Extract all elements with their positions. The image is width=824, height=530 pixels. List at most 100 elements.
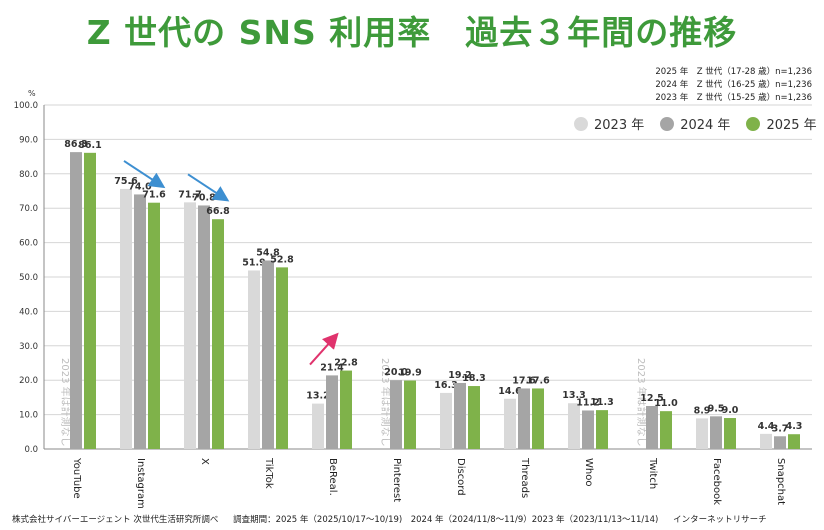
- y-tick-label: 30.0: [19, 342, 38, 352]
- data-label: 51.9: [242, 257, 265, 268]
- x-tick-label-discord: Discord: [455, 458, 466, 496]
- footer-source: 株式会社サイバーエージェント 次世代生活研究所調べ: [12, 515, 219, 525]
- data-label: 21.4: [320, 362, 344, 373]
- data-label: 71.6: [142, 190, 166, 201]
- sample-note-2024: 2024 年 Z 世代（16-25 歳）n=1,236: [655, 80, 812, 90]
- data-label: 86.3: [64, 139, 87, 150]
- trend-arrow-down-instagram: [123, 160, 166, 189]
- data-label: 9.0: [722, 405, 739, 416]
- data-label: 20.0: [384, 367, 408, 378]
- legend-swatch-2023: [574, 116, 588, 131]
- legend-swatch-2025: [746, 116, 761, 131]
- data-label: 13.2: [306, 391, 329, 402]
- x-tick-label-facebook: Facebook: [711, 458, 722, 505]
- data-label: 11.2: [576, 397, 599, 408]
- x-tick-label-whoo: Whoo: [583, 458, 594, 486]
- bar-2025-instagram: [148, 202, 160, 449]
- x-tick-label-instagram: Instagram: [135, 458, 146, 509]
- bar-2024-whoo: [582, 410, 594, 449]
- data-label: 54.8: [256, 247, 280, 258]
- bar-2023-tiktok: [248, 270, 260, 449]
- bar-2023-bereal: [312, 403, 324, 449]
- y-tick-label: 90.0: [19, 135, 38, 145]
- bar-2023-threads: [504, 398, 516, 449]
- bar-2025-tiktok: [276, 267, 288, 449]
- data-label: 3.7: [772, 423, 789, 434]
- y-tick-label: 50.0: [19, 273, 38, 283]
- footer-method: インターネットリサーチ: [673, 515, 767, 525]
- data-label: 13.3: [562, 390, 585, 401]
- bar-2023-instagram: [120, 188, 132, 449]
- bar-2025-snapchat: [788, 434, 800, 449]
- y-tick-label: 100.0: [14, 101, 38, 111]
- data-label: 66.8: [206, 206, 230, 217]
- data-label: 52.8: [270, 254, 294, 265]
- data-label: 70.8: [192, 192, 216, 203]
- not-measured-note: 2023 年は計測なし: [59, 358, 72, 447]
- data-label: 11.3: [590, 397, 613, 408]
- bar-2025-facebook: [724, 418, 736, 449]
- x-tick-label-bereal: BeReal.: [327, 458, 338, 496]
- bar-2025-whoo: [596, 410, 608, 449]
- bar-2024-threads: [518, 388, 530, 449]
- y-axis-unit-label: %: [28, 89, 36, 98]
- data-label: 16.3: [434, 380, 457, 391]
- bar-2024-x: [198, 205, 210, 449]
- trend-arrow-down-x: [187, 173, 230, 202]
- bar-2023-discord: [440, 392, 452, 449]
- bar-2024-instagram: [134, 194, 146, 449]
- bar-2023-facebook: [696, 418, 708, 449]
- y-tick-label: 0.0: [24, 445, 38, 455]
- bar-2025-discord: [468, 386, 480, 449]
- bar-2025-youtube: [84, 152, 96, 450]
- bar-2024-bereal: [326, 375, 338, 449]
- bar-2024-discord: [454, 382, 466, 449]
- bar-2024-facebook: [710, 416, 722, 449]
- data-label: 11.0: [654, 398, 678, 409]
- footer: 株式会社サイバーエージェント 次世代生活研究所調べ 調査期間：2025 年（20…: [12, 513, 779, 525]
- data-label: 22.8: [334, 358, 358, 369]
- bar-2023-snapchat: [760, 433, 772, 449]
- data-label: 12.5: [640, 393, 663, 404]
- legend-label-2024: 2024 年: [680, 118, 731, 133]
- legend-item-2025: 2025 年: [746, 114, 817, 133]
- legend-label-2023: 2023 年: [594, 118, 645, 133]
- legend-label-2025: 2025 年: [766, 118, 817, 133]
- x-tick-label-pinterest: Pinterest: [391, 458, 402, 502]
- bar-2025-threads: [532, 388, 544, 449]
- data-label: 17.6: [526, 375, 550, 386]
- data-label: 9.5: [708, 403, 725, 414]
- not-measured-note: 2023 年は計測なし: [379, 358, 392, 447]
- data-label: 8.9: [694, 405, 711, 416]
- y-tick-label: 10.0: [19, 411, 38, 421]
- not-measured-note: 2023 年は計測なし: [635, 358, 648, 447]
- bar-2023-whoo: [568, 403, 580, 449]
- sample-note-2023: 2023 年 Z 世代（15-25 歳）n=1,236: [655, 93, 812, 103]
- bar-2025-pinterest: [404, 380, 416, 449]
- data-label: 14.6: [498, 386, 522, 397]
- x-tick-label-youtube: YouTube: [71, 457, 82, 499]
- y-tick-label: 20.0: [19, 376, 38, 386]
- legend-item-2024: 2024 年: [660, 114, 730, 133]
- sample-notes: 2025 年 Z 世代（17-28 歳）n=1,236 2024 年 Z 世代（…: [655, 66, 812, 105]
- data-label: 75.6: [114, 176, 138, 187]
- bar-2025-x: [212, 219, 224, 449]
- y-tick-label: 70.0: [19, 204, 38, 214]
- y-tick-label: 40.0: [19, 307, 38, 317]
- x-tick-label-snapchat: Snapchat: [775, 458, 786, 505]
- footer-period: 調査期間：2025 年（2025/10/17〜10/19) 2024 年（202…: [233, 515, 659, 525]
- x-tick-label-x: X: [199, 458, 210, 465]
- data-label: 19.9: [398, 368, 421, 379]
- data-label: 71.7: [178, 189, 201, 200]
- bar-2025-bereal: [340, 370, 352, 449]
- x-tick-label-threads: Threads: [519, 457, 530, 498]
- data-label: 74.0: [128, 181, 152, 192]
- bar-2024-youtube: [70, 152, 82, 450]
- data-label: 17.6: [512, 375, 536, 386]
- data-label: 4.4: [758, 421, 775, 432]
- bar-2025-twitch: [660, 411, 672, 449]
- chart-legend: 2023 年 2024 年 2025 年: [574, 114, 817, 133]
- bar-2024-snapchat: [774, 436, 786, 449]
- legend-item-2023: 2023 年: [574, 114, 644, 133]
